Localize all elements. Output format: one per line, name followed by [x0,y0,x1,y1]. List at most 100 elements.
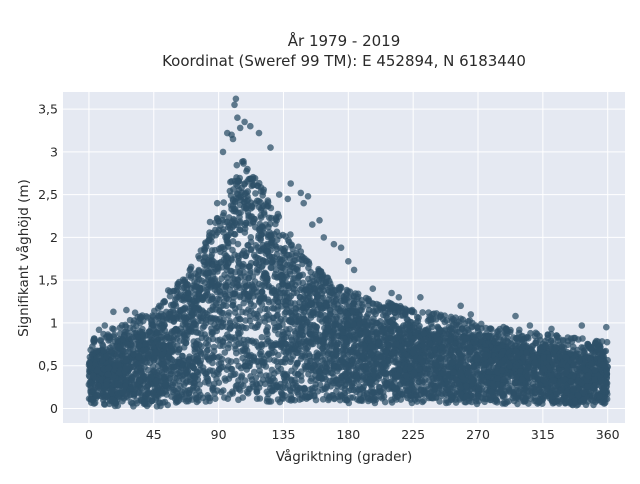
data-point [339,347,346,354]
data-point [227,320,234,327]
data-point [513,374,520,381]
data-point [180,306,187,313]
data-point [443,397,450,404]
data-point [287,271,294,278]
data-point [220,387,227,394]
data-point [426,377,433,384]
data-point [510,389,517,396]
data-point [513,348,520,355]
data-point [247,268,254,275]
data-point [242,346,249,353]
data-point [367,380,374,387]
data-point [345,378,352,385]
data-point [350,363,357,370]
data-point [208,355,215,362]
data-point [481,399,488,406]
data-point [275,352,282,359]
data-point [108,357,115,364]
data-point [122,383,129,390]
data-point [298,328,305,335]
data-point [236,214,243,221]
data-point [93,376,100,383]
data-point [253,380,260,387]
data-point [465,351,472,358]
data-point [279,276,286,283]
data-point [95,383,102,390]
data-point [370,318,377,325]
data-point [204,311,211,318]
data-point [338,392,345,399]
data-point [404,341,411,348]
data-point [205,337,212,344]
data-point [432,339,439,346]
data-point [307,321,314,328]
data-point [251,339,258,346]
data-point [473,395,480,402]
data-point [280,345,287,352]
data-point [260,356,267,363]
data-point [300,280,307,287]
data-point [172,380,179,387]
data-point [432,360,439,367]
data-point [425,349,432,356]
data-point [123,365,130,372]
data-point [302,345,309,352]
data-point [225,243,232,250]
data-point [344,397,351,404]
data-point [162,365,169,372]
data-point [221,272,228,279]
data-point [249,323,256,330]
data-point [506,362,513,369]
data-point [431,346,438,353]
data-point [398,396,405,403]
data-point [288,376,295,383]
data-point [383,348,390,355]
data-point [232,305,239,312]
data-point [230,280,237,287]
data-point [456,350,463,357]
data-point [141,399,148,406]
data-point [274,307,281,314]
data-point [399,356,406,363]
data-point [304,359,311,366]
data-point [280,371,287,378]
data-point [245,359,252,366]
data-point [602,399,609,406]
data-point [276,318,283,325]
data-point [263,363,270,370]
data-point [108,347,115,354]
data-point [570,386,577,393]
data-point [239,355,246,362]
data-point [308,341,315,348]
data-point [588,361,595,368]
data-point [582,366,589,373]
data-point [228,366,235,373]
data-point [237,316,244,323]
data-point [513,362,520,369]
data-point [264,324,271,331]
data-point [592,367,599,374]
data-point [437,355,444,362]
data-point [244,242,251,249]
data-point [113,353,120,360]
data-point [162,343,169,350]
data-point [259,334,266,341]
data-point [384,341,391,348]
data-point [370,371,377,378]
data-point [227,391,234,398]
data-point [257,395,264,402]
data-point [214,296,221,303]
data-point [293,342,300,349]
data-point [187,379,194,386]
data-point [324,392,331,399]
data-point [307,378,314,385]
data-point [381,326,388,333]
data-point [168,342,175,349]
data-point [331,396,338,403]
data-point [258,343,265,350]
data-point [447,391,454,398]
data-point [293,383,300,390]
data-point [474,356,481,363]
data-point [203,374,210,381]
